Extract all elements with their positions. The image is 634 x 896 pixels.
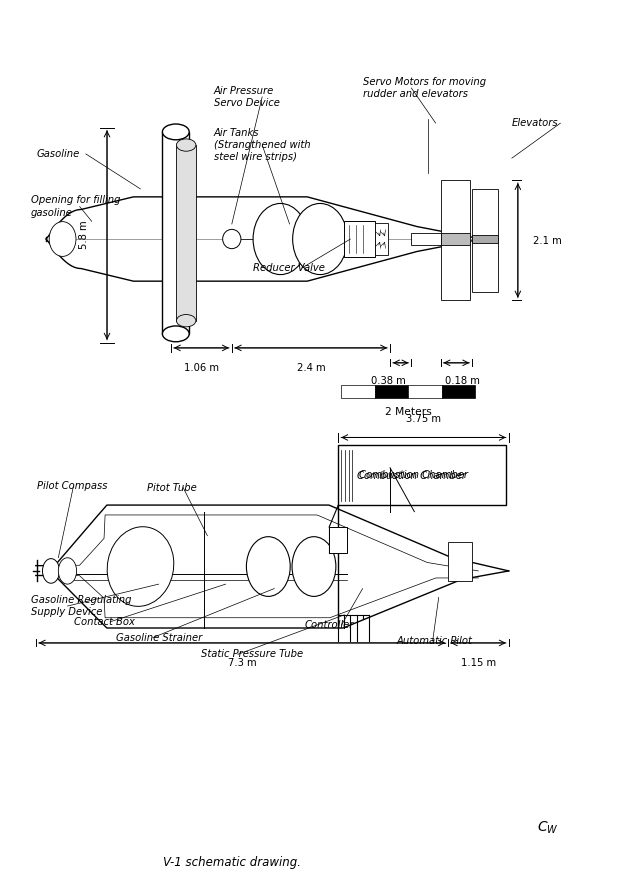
Text: 1.15 m: 1.15 m [461, 658, 496, 668]
Text: Pilot Compass: Pilot Compass [37, 481, 108, 491]
Ellipse shape [223, 229, 241, 249]
Text: Static Pressure Tube: Static Pressure Tube [202, 650, 304, 659]
Bar [375, 223, 388, 254]
Text: Combustion Chamber: Combustion Chamber [356, 471, 465, 481]
Text: 5.8 m: 5.8 m [79, 220, 89, 249]
Text: $\mathit{C_W}$: $\mathit{C_W}$ [538, 819, 559, 836]
Text: 7.3 m: 7.3 m [228, 658, 256, 668]
Text: Gasoline Regulating
Supply Device: Gasoline Regulating Supply Device [31, 595, 131, 617]
Bar [441, 180, 470, 237]
Text: 0.18 m: 0.18 m [445, 376, 480, 386]
Text: 2.4 m: 2.4 m [297, 363, 325, 373]
Ellipse shape [42, 558, 60, 583]
Ellipse shape [107, 527, 174, 607]
Bar [441, 242, 470, 300]
Text: 2.1 m: 2.1 m [533, 236, 562, 246]
Bar [339, 445, 506, 505]
Ellipse shape [162, 124, 189, 140]
Text: Reducer Valve: Reducer Valve [253, 263, 325, 273]
Text: Gasoline Strainer: Gasoline Strainer [116, 633, 202, 642]
Text: V-1 schematic drawing.: V-1 schematic drawing. [163, 856, 301, 869]
Bar [441, 233, 470, 246]
Bar [162, 132, 189, 334]
Text: Air Tanks
(Strangthened with
steel wire strips): Air Tanks (Strangthened with steel wire … [214, 127, 310, 162]
Bar [472, 235, 498, 244]
Bar [472, 189, 498, 292]
Text: 2 Meters: 2 Meters [385, 407, 432, 417]
Ellipse shape [253, 203, 308, 274]
Ellipse shape [176, 314, 196, 327]
Bar [448, 542, 472, 582]
Ellipse shape [49, 221, 76, 256]
Bar [411, 233, 441, 246]
Ellipse shape [292, 537, 336, 597]
Ellipse shape [162, 326, 189, 341]
Bar [442, 384, 476, 398]
Text: 3.75 m: 3.75 m [406, 414, 441, 425]
Ellipse shape [293, 203, 347, 274]
Text: Opening for filling
gasoline: Opening for filling gasoline [31, 195, 120, 218]
Text: Elevators: Elevators [512, 118, 559, 128]
Text: Automatic Pilot: Automatic Pilot [396, 636, 472, 646]
Ellipse shape [247, 537, 290, 597]
Text: Air Pressure
Servo Device: Air Pressure Servo Device [214, 85, 280, 108]
Text: Servo Motors for moving
rudder and elevators: Servo Motors for moving rudder and eleva… [363, 77, 486, 99]
Ellipse shape [176, 139, 196, 151]
Bar [176, 145, 196, 321]
Text: 0.38 m: 0.38 m [371, 376, 406, 386]
Ellipse shape [58, 557, 77, 584]
Text: 1.06 m: 1.06 m [184, 363, 219, 373]
Bar [344, 221, 375, 256]
Text: Combustion Chamber: Combustion Chamber [359, 470, 468, 480]
Text: Pitot Tube: Pitot Tube [146, 483, 197, 493]
Bar [375, 384, 408, 398]
Bar [329, 527, 347, 554]
Text: Contact Box: Contact Box [74, 616, 134, 627]
Text: Gasoline: Gasoline [37, 149, 81, 159]
Bar [341, 384, 375, 398]
Text: Controller: Controller [305, 620, 354, 631]
Bar [408, 384, 442, 398]
